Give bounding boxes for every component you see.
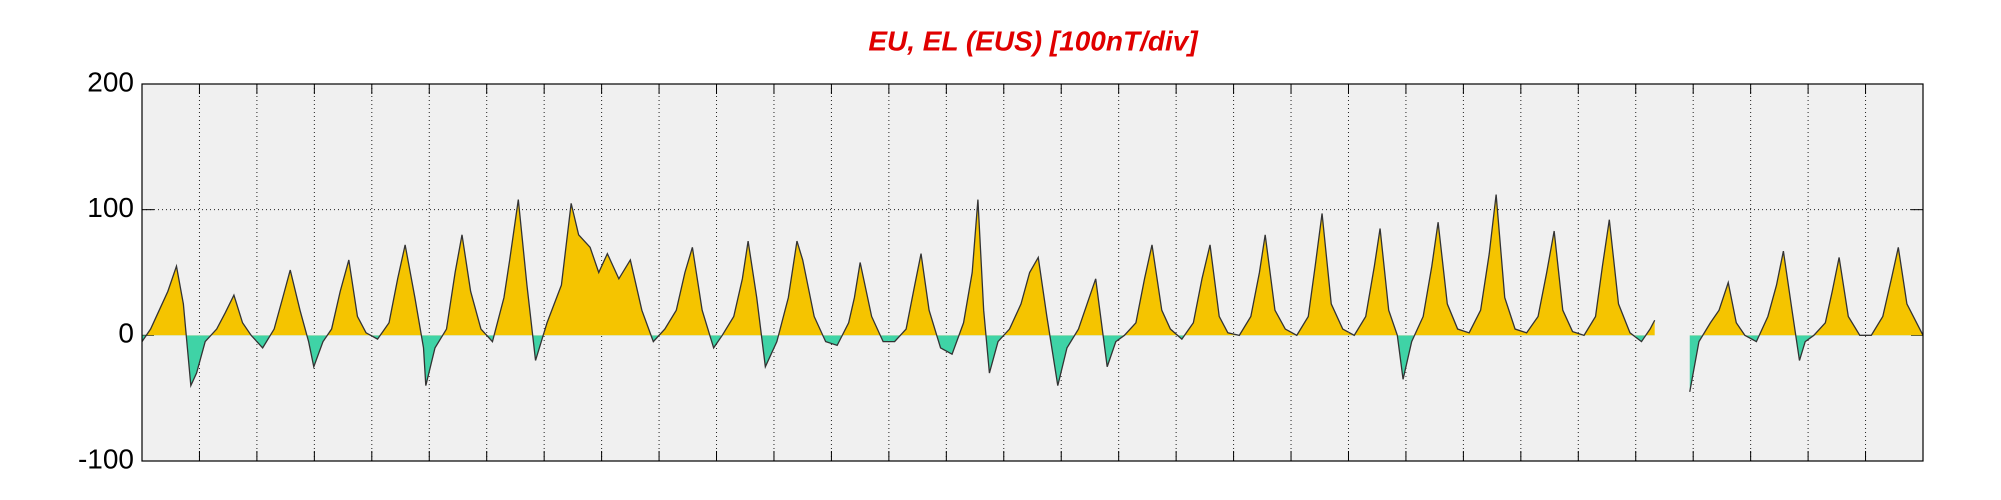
index-line [1689, 247, 1924, 392]
index-line [141, 194, 1656, 389]
y-tick-label: 0 [118, 318, 134, 349]
plot-frame [141, 83, 1924, 462]
y-tick-label: -100 [78, 443, 134, 474]
y-tick-label: 100 [87, 192, 134, 223]
y-tick-label: 200 [87, 66, 134, 97]
negative-area [1689, 335, 1814, 392]
chart-title: EU, EL (EUS) [100nT/div] [868, 25, 1199, 56]
positive-area [1689, 247, 1923, 336]
positive-area [142, 194, 1655, 336]
